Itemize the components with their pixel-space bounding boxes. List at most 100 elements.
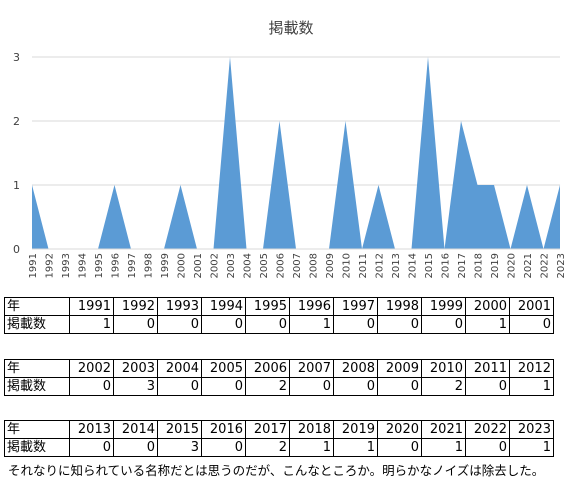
y-tick-label: 1 (13, 179, 20, 192)
x-tick-label: 2023 (556, 253, 567, 278)
x-tick-label: 2018 (474, 253, 485, 278)
x-tick-label: 2021 (523, 253, 534, 278)
x-tick-label: 2014 (408, 253, 419, 278)
y-axis-ticks: 0 1 2 3 (13, 51, 20, 256)
year-cell: 2012 (509, 359, 554, 378)
footnote: それなりに知られている名称だとは思うのだが、こんなところか。明らかなノイズは除去… (8, 463, 545, 478)
count-cell: 0 (333, 377, 378, 396)
count-cell: 1 (333, 438, 378, 457)
count-cell: 1 (509, 438, 554, 457)
count-cell: 0 (509, 315, 554, 334)
x-tick-label: 2020 (507, 253, 518, 278)
year-cell: 1992 (113, 297, 158, 316)
count-cell: 0 (465, 438, 510, 457)
x-tick-label: 1992 (45, 253, 56, 278)
year-cell: 2022 (465, 420, 510, 439)
x-tick-label: 1998 (144, 253, 155, 278)
row-label-count: 掲載数 (4, 377, 70, 396)
x-tick-label: 2007 (292, 253, 303, 278)
year-cell: 1994 (201, 297, 246, 316)
data-table-3: 年 2013 2014 2015 2016 2017 2018 2019 202… (4, 420, 554, 457)
x-tick-label: 1995 (94, 253, 105, 278)
count-cell: 1 (69, 315, 114, 334)
x-tick-label: 2009 (325, 253, 336, 278)
year-cell: 2007 (289, 359, 334, 378)
x-tick-label: 2011 (358, 253, 369, 278)
x-tick-label: 2019 (490, 253, 501, 278)
row-label-count: 掲載数 (4, 438, 70, 457)
x-tick-label: 2005 (259, 253, 270, 278)
count-cell: 1 (289, 438, 334, 457)
count-cell: 0 (377, 377, 422, 396)
year-cell: 2023 (509, 420, 554, 439)
x-tick-label: 1996 (111, 253, 122, 278)
x-tick-label: 2013 (391, 253, 402, 278)
x-tick-label: 2012 (375, 253, 386, 278)
count-cell: 0 (69, 438, 114, 457)
count-cell: 0 (377, 315, 422, 334)
x-tick-label: 2008 (309, 253, 320, 278)
x-tick-label: 2001 (193, 253, 204, 278)
year-row: 年 2002 2003 2004 2005 2006 2007 2008 200… (4, 359, 554, 378)
x-tick-label: 1999 (160, 253, 171, 278)
count-cell: 2 (245, 377, 290, 396)
year-cell: 2014 (113, 420, 158, 439)
year-cell: 2018 (289, 420, 334, 439)
row-label-year: 年 (4, 297, 70, 316)
count-row: 掲載数 0 3 0 0 2 0 0 0 2 0 1 (4, 377, 554, 396)
row-label-year: 年 (4, 420, 70, 439)
count-cell: 2 (245, 438, 290, 457)
count-cell: 0 (377, 438, 422, 457)
area-series (31, 56, 561, 250)
x-tick-label: 1997 (127, 253, 138, 278)
x-tick-label: 2010 (342, 253, 353, 278)
year-cell: 1993 (157, 297, 202, 316)
year-cell: 2016 (201, 420, 246, 439)
year-cell: 2001 (509, 297, 554, 316)
count-cell: 0 (289, 377, 334, 396)
y-tick-label: 0 (13, 243, 20, 256)
x-tick-label: 2006 (276, 253, 287, 278)
row-label-count: 掲載数 (4, 315, 70, 334)
x-tick-label: 2015 (424, 253, 435, 278)
year-cell: 2008 (333, 359, 378, 378)
data-table-2: 年 2002 2003 2004 2005 2006 2007 2008 200… (4, 359, 554, 396)
x-tick-label: 2002 (210, 253, 221, 278)
year-cell: 2000 (465, 297, 510, 316)
year-cell: 1996 (289, 297, 334, 316)
count-cell: 2 (421, 377, 466, 396)
x-tick-label: 1991 (28, 253, 39, 278)
count-cell: 1 (421, 438, 466, 457)
year-cell: 1995 (245, 297, 290, 316)
year-cell: 2017 (245, 420, 290, 439)
count-cell: 0 (201, 315, 246, 334)
year-cell: 2005 (201, 359, 246, 378)
x-tick-label: 1993 (61, 253, 72, 278)
year-cell: 2013 (69, 420, 114, 439)
x-tick-label: 2017 (457, 253, 468, 278)
year-cell: 2006 (245, 359, 290, 378)
area-series-fill (32, 57, 560, 249)
count-row: 掲載数 0 0 3 0 2 1 1 0 1 0 1 (4, 438, 554, 457)
year-cell: 2021 (421, 420, 466, 439)
x-tick-label: 2003 (226, 253, 237, 278)
year-cell: 2015 (157, 420, 202, 439)
count-cell: 0 (201, 377, 246, 396)
count-cell: 1 (465, 315, 510, 334)
x-tick-label: 2016 (441, 253, 452, 278)
year-cell: 1998 (377, 297, 422, 316)
year-cell: 1991 (69, 297, 114, 316)
count-cell: 0 (333, 315, 378, 334)
year-cell: 2009 (377, 359, 422, 378)
x-tick-label: 1994 (78, 253, 89, 278)
count-cell: 1 (289, 315, 334, 334)
count-cell: 0 (157, 377, 202, 396)
count-cell: 0 (113, 315, 158, 334)
count-cell: 0 (69, 377, 114, 396)
count-cell: 3 (157, 438, 202, 457)
count-cell: 0 (157, 315, 202, 334)
year-cell: 2010 (421, 359, 466, 378)
count-row: 掲載数 1 0 0 0 0 1 0 0 0 1 0 (4, 315, 554, 334)
